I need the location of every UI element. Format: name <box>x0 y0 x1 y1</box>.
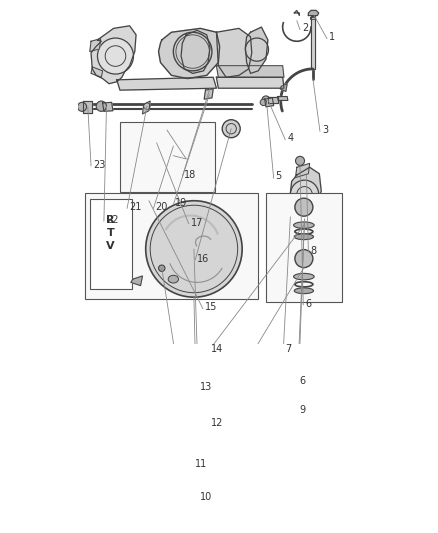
Ellipse shape <box>293 222 314 228</box>
Circle shape <box>262 96 270 103</box>
Text: 14: 14 <box>211 344 223 353</box>
Circle shape <box>98 38 134 74</box>
Polygon shape <box>294 10 300 15</box>
Circle shape <box>296 156 304 165</box>
Text: 23: 23 <box>93 160 106 169</box>
Circle shape <box>260 99 267 106</box>
Circle shape <box>295 198 313 216</box>
Text: R: R <box>106 215 115 225</box>
Polygon shape <box>102 102 113 111</box>
Text: 11: 11 <box>194 459 207 470</box>
Bar <box>85 193 258 299</box>
Polygon shape <box>308 10 319 15</box>
Bar <box>90 199 131 289</box>
Bar <box>120 122 215 192</box>
Polygon shape <box>307 217 312 221</box>
Polygon shape <box>83 101 92 112</box>
Polygon shape <box>90 39 101 52</box>
Text: 17: 17 <box>191 217 203 228</box>
Polygon shape <box>117 77 216 90</box>
Text: 6: 6 <box>305 298 311 309</box>
Polygon shape <box>265 98 274 107</box>
Circle shape <box>245 38 268 61</box>
Polygon shape <box>91 67 102 77</box>
Text: 7: 7 <box>285 344 291 353</box>
Polygon shape <box>311 15 315 69</box>
Polygon shape <box>204 89 213 99</box>
Polygon shape <box>142 101 150 114</box>
Ellipse shape <box>168 276 179 283</box>
Circle shape <box>130 128 135 134</box>
Circle shape <box>78 102 87 111</box>
Text: 5: 5 <box>276 171 282 181</box>
Circle shape <box>173 33 212 71</box>
Text: V: V <box>106 241 115 251</box>
Bar <box>266 193 342 302</box>
Circle shape <box>134 167 138 173</box>
Text: 8: 8 <box>310 246 316 256</box>
Text: T: T <box>106 228 114 238</box>
Text: 21: 21 <box>129 202 141 212</box>
Polygon shape <box>290 167 321 214</box>
Polygon shape <box>245 27 268 74</box>
Ellipse shape <box>293 273 314 280</box>
Ellipse shape <box>294 288 314 294</box>
Polygon shape <box>216 66 284 77</box>
Text: 22: 22 <box>106 215 118 225</box>
Text: 3: 3 <box>322 125 328 135</box>
Polygon shape <box>216 77 284 88</box>
Circle shape <box>159 265 165 271</box>
Polygon shape <box>268 96 278 103</box>
Polygon shape <box>91 26 136 84</box>
Circle shape <box>146 201 242 297</box>
Circle shape <box>288 221 293 226</box>
Text: 15: 15 <box>205 302 217 312</box>
Text: 12: 12 <box>211 418 224 428</box>
Polygon shape <box>280 84 287 92</box>
Text: 2: 2 <box>302 23 308 34</box>
Text: 19: 19 <box>175 198 187 208</box>
Polygon shape <box>292 205 307 216</box>
Circle shape <box>131 148 137 153</box>
Text: 10: 10 <box>200 491 212 502</box>
Text: 9: 9 <box>300 406 305 415</box>
Polygon shape <box>216 28 252 77</box>
Text: 20: 20 <box>155 202 168 212</box>
Polygon shape <box>310 17 315 19</box>
Circle shape <box>96 101 106 111</box>
Text: 4: 4 <box>287 133 293 143</box>
Polygon shape <box>159 28 219 78</box>
Circle shape <box>290 180 319 208</box>
Ellipse shape <box>294 234 314 240</box>
Text: 6: 6 <box>300 376 305 386</box>
Polygon shape <box>278 96 288 100</box>
Text: 1: 1 <box>329 32 335 42</box>
Polygon shape <box>131 276 142 286</box>
Polygon shape <box>296 164 310 177</box>
Polygon shape <box>181 30 210 74</box>
Circle shape <box>270 269 275 274</box>
Text: 13: 13 <box>200 382 212 392</box>
Circle shape <box>295 249 313 268</box>
Text: 18: 18 <box>184 170 197 180</box>
Circle shape <box>222 120 240 138</box>
Circle shape <box>301 215 308 222</box>
Text: 16: 16 <box>197 254 209 264</box>
